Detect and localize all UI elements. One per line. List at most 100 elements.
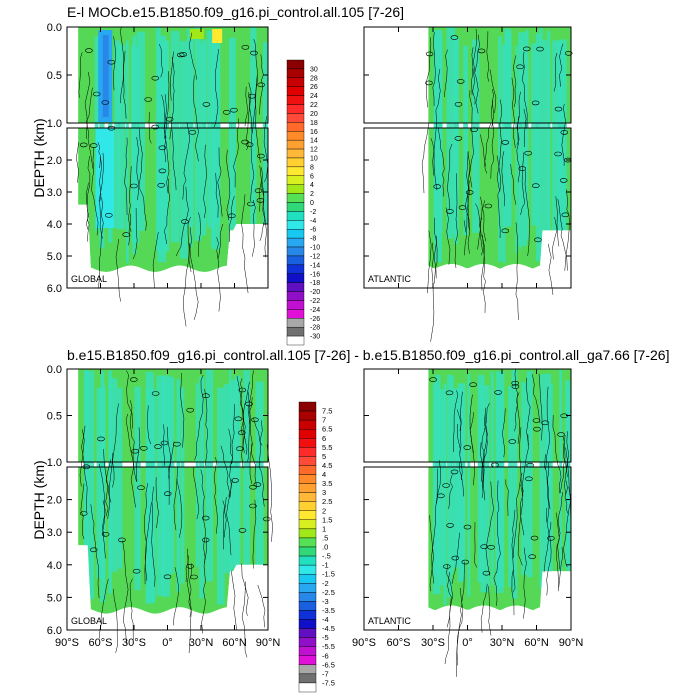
fig1-global-streak [228, 38, 233, 254]
colorbar-swatch [298, 655, 317, 666]
fig2-atlantic-contour [511, 509, 516, 593]
fig1-atlantic-contour [552, 217, 558, 260]
fig2-atlantic-contour [469, 412, 474, 453]
colorbar-tick-label: 6 [322, 434, 326, 443]
colorbar-swatch [286, 68, 305, 79]
fig1-global-cell-deep [96, 128, 115, 228]
fig2-atlantic-streak [526, 371, 533, 578]
colorbar-swatch [286, 291, 305, 301]
y-tick-label: 3.0 [47, 187, 62, 199]
fig2-global-panel: 0.0 0.5 1.0 2.0 3.0 4.0 5.0 6.090°S 60°S 30°S 0° 30… [47, 364, 280, 658]
colorbar-tick-label: -24 [310, 307, 320, 314]
fig2-atlantic-contour-label [463, 445, 472, 450]
fig1-global-contour [171, 129, 177, 191]
fig2-atlantic-contour [546, 507, 552, 596]
colorbar-tick-label: -4 [322, 615, 329, 624]
fig2-atlantic-contour [545, 386, 550, 470]
colorbar-tick-label: -7.5 [322, 678, 335, 687]
fig1-atlantic-contour [491, 89, 494, 127]
y-tick-label: 6.0 [47, 283, 62, 295]
fig2-global-contour [173, 478, 178, 531]
fig1-global-label: GLOBAL [71, 274, 107, 284]
fig1-global-contour [86, 155, 91, 230]
colorbar-tick-label: 4 [310, 182, 314, 189]
fig2-atlantic-contour [505, 479, 509, 516]
fig2-atlantic-contour [544, 454, 550, 523]
fig2-atlantic-contour-label [511, 380, 520, 386]
fig2-atlantic-contour-label [530, 535, 539, 541]
fig2-global-contour [144, 483, 149, 585]
fig2-atlantic-contour [563, 435, 568, 478]
fig2-atlantic-contour [523, 547, 527, 619]
fig1-atlantic-contour-label [554, 151, 562, 157]
fig1-atlantic-contour-label [454, 136, 463, 141]
y-tick-label: 5.0 [47, 592, 62, 604]
y-tick-label: 2.0 [47, 155, 62, 167]
fig1-atlantic-streak [434, 29, 442, 263]
fig2-atlantic-streak [559, 369, 563, 602]
colorbar-tick-label: -2 [322, 579, 329, 588]
colorbar-tick-label: -22 [310, 298, 320, 305]
fig2-global-contour-label [238, 430, 246, 436]
colorbar-swatch [298, 555, 317, 566]
fig2-atlantic-contour-label [480, 544, 489, 550]
fig2-global-contour [81, 425, 88, 513]
fig2-atlantic-contour-label [508, 439, 517, 444]
fig1-atlantic-contour-label [536, 46, 544, 52]
fig1-atlantic-contour-label [531, 100, 540, 106]
fig1-atlantic-contour [425, 37, 432, 108]
colorbar-swatch [286, 229, 305, 239]
fig1-global-contour [84, 72, 91, 139]
fig2-global-streak [205, 369, 214, 582]
fig1-global-contour [124, 137, 128, 216]
colorbar-swatch [286, 175, 305, 185]
colorbar-tick-label: -5 [322, 633, 329, 642]
fig2-global-streak [145, 372, 154, 604]
fig2-global-contour [200, 469, 207, 564]
colorbar-swatch [298, 601, 317, 611]
fig1-global-contour-label [188, 130, 197, 135]
fig2-atlantic-contour [456, 561, 465, 666]
fig2-atlantic-land-mask [428, 571, 571, 630]
fig2-atlantic-contour [481, 402, 490, 489]
colorbar-swatch [298, 628, 317, 638]
fig2-atlantic-contour [532, 374, 541, 424]
colorbar-swatch [298, 401, 317, 412]
fig2-atlantic-contour-label [451, 555, 460, 561]
fig1-atlantic-contour-label [564, 50, 573, 56]
x-tick-label: 30°N [189, 637, 214, 649]
fig2-global-streak [176, 379, 181, 592]
colorbar-swatch [298, 438, 317, 448]
x-tick-label: 90°N [559, 637, 584, 649]
fig1-atlantic-streak [501, 44, 506, 263]
colorbar-tick-label: -7 [322, 669, 329, 678]
fig2-global-contour-label [137, 485, 145, 491]
fig1-global-contour-label [228, 213, 236, 219]
fig1-atlantic-streak [535, 33, 540, 262]
colorbar-tick-label: 28 [310, 75, 318, 82]
fig1-global-contour-label [254, 188, 263, 193]
fig1-atlantic-contour-label [425, 80, 433, 86]
fig2-global-contour [129, 400, 136, 508]
fig1-global-contour-label [230, 107, 238, 113]
fig1-global-contour [263, 116, 269, 183]
fig2-atlantic-contour [451, 532, 460, 584]
fig1-atlantic-contour [553, 52, 558, 92]
fig1-global-contour-label [151, 124, 160, 130]
colorbar-tick-label: -6 [310, 227, 316, 234]
colorbar-swatch [286, 148, 305, 159]
colorbar-swatch [286, 86, 305, 96]
fig1-atlantic-contour [559, 43, 564, 87]
fig1-global-panel: 0.0 0.5 1.0 2.0 3.0 4.0 5.0 6.0 GLOBAL [47, 22, 269, 327]
fig2-global-contour [222, 500, 225, 550]
colorbar-tick-label: 4 [322, 470, 326, 479]
fig1-global-streak [179, 41, 188, 259]
y-tick-label: 0.5 [47, 411, 62, 423]
fig2-global-contour [188, 563, 193, 617]
fig1-global-contour [91, 147, 99, 236]
fig2-global-contour [180, 372, 185, 448]
fig1-atlantic-contour-label [454, 102, 463, 107]
fig2-atlantic-streak [508, 386, 513, 588]
fig2-atlantic-contour-label [532, 418, 541, 423]
fig1-global-streak [230, 37, 237, 230]
